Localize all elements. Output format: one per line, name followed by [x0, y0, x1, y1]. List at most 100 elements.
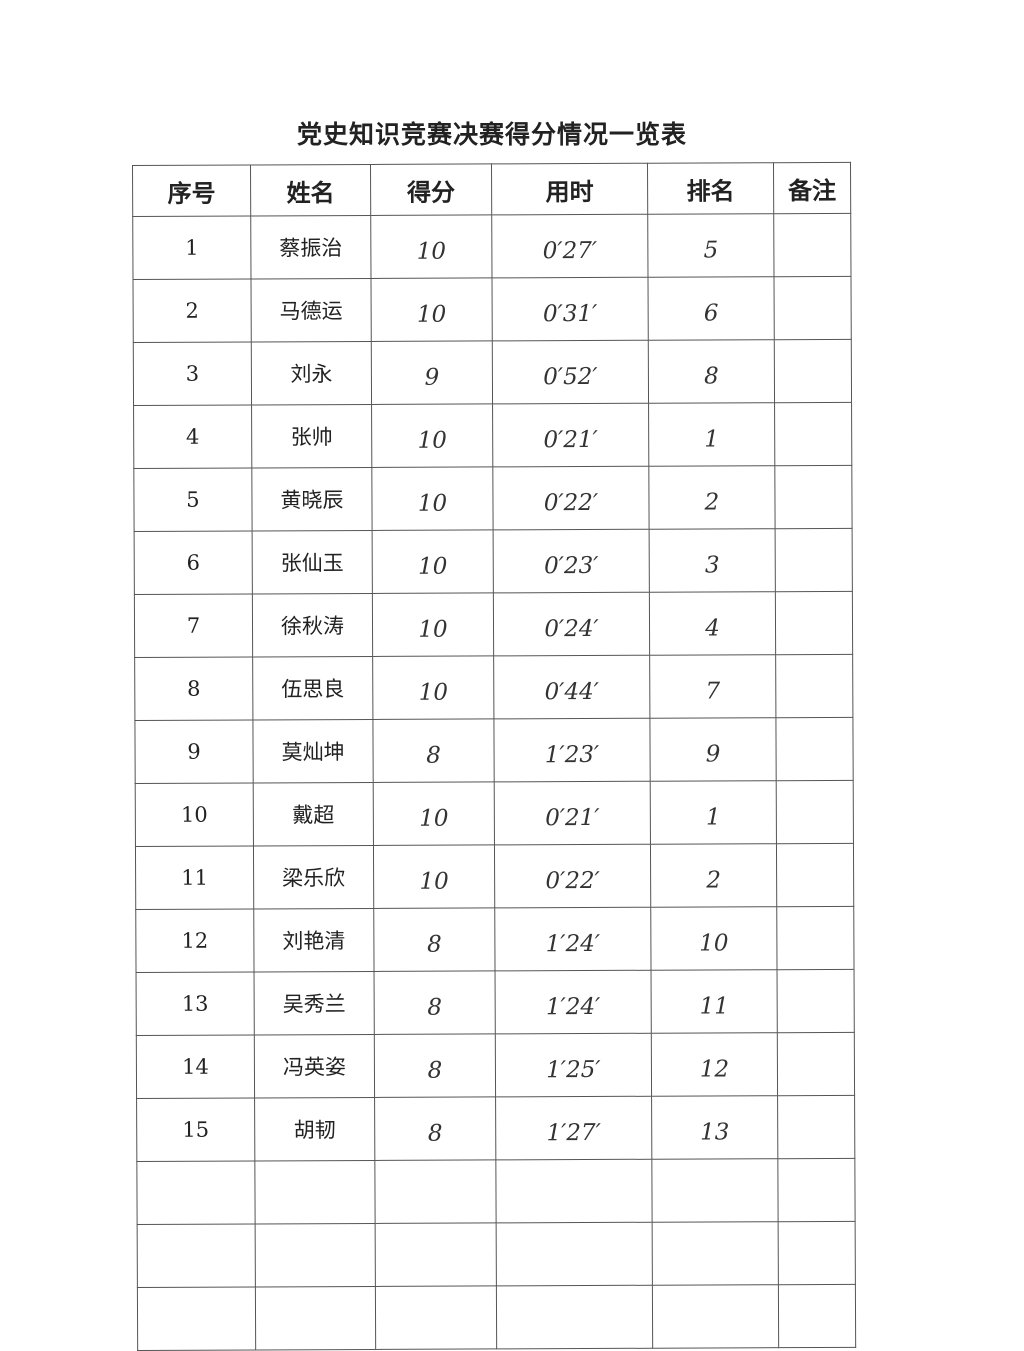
cell-note	[774, 402, 852, 466]
cell-score: 8	[374, 1096, 496, 1161]
cell-rank: 1	[648, 402, 775, 467]
cell-name: 徐秋涛	[252, 593, 373, 657]
cell-rank: 6	[647, 276, 775, 341]
document-title: 党史知识竞赛决赛得分情况一览表	[296, 120, 687, 149]
cell-note	[773, 213, 851, 277]
header-no: 序号	[132, 164, 251, 217]
cell-name: 蔡振治	[250, 215, 371, 279]
cell-no: 2	[132, 278, 252, 343]
score-table: 序号 姓名 得分 用时 排名 备注 1 蔡振治 10 0′27′ 5 2 马德运 10 0′31…	[132, 162, 856, 1351]
cell-no	[137, 1286, 256, 1351]
cell-name	[254, 1160, 376, 1224]
cell-rank: 12	[651, 1032, 778, 1097]
cell-score: 8	[374, 970, 496, 1035]
cell-no: 6	[134, 530, 253, 595]
cell-time: 0′21′	[492, 403, 649, 467]
cell-time	[496, 1285, 653, 1349]
cell-note	[775, 528, 853, 592]
header-note: 备注	[773, 162, 851, 214]
table-row: 13 吴秀兰 8 1′24′ 11	[136, 969, 855, 1036]
cell-time: 1′24′	[494, 907, 652, 971]
cell-rank	[652, 1284, 779, 1349]
cell-time: 1′24′	[495, 970, 652, 1034]
cell-no: 1	[132, 215, 251, 280]
cell-note	[778, 1221, 856, 1285]
cell-time: 0′23′	[493, 529, 650, 593]
cell-time: 0′22′	[494, 844, 651, 908]
cell-time: 0′31′	[491, 277, 649, 341]
cell-name: 伍思良	[252, 656, 373, 720]
cell-time: 0′52′	[492, 340, 649, 404]
cell-note	[776, 843, 854, 907]
cell-no: 3	[133, 341, 252, 406]
cell-name: 吴秀兰	[254, 971, 375, 1035]
cell-score	[374, 1159, 497, 1224]
cell-note	[776, 906, 855, 970]
cell-note	[778, 1284, 856, 1348]
table-row: 10 戴超 10 0′21′ 1	[135, 780, 854, 847]
cell-no	[136, 1160, 256, 1225]
cell-name: 张帅	[251, 404, 372, 468]
cell-rank: 9	[649, 717, 777, 782]
table-row: 1 蔡振治 10 0′27′ 5	[132, 213, 851, 280]
cell-rank: 11	[651, 969, 778, 1034]
cell-time: 1′25′	[495, 1033, 652, 1097]
cell-note	[777, 1158, 856, 1222]
cell-no: 12	[135, 908, 255, 973]
cell-time: 1′23′	[493, 718, 651, 782]
cell-note	[773, 276, 852, 340]
cell-time	[495, 1159, 653, 1223]
cell-no: 11	[135, 845, 254, 910]
table-row: 14 冯英姿 8 1′25′ 12	[136, 1032, 855, 1099]
header-score: 得分	[370, 163, 492, 216]
cell-time	[496, 1222, 653, 1286]
cell-name: 梁乐欣	[253, 845, 374, 909]
table-row: 4 张帅 10 0′21′ 1	[133, 402, 852, 469]
cell-name: 马德运	[250, 278, 372, 342]
cell-rank: 3	[649, 528, 776, 593]
cell-time: 0′27′	[491, 214, 648, 278]
header-name: 姓名	[250, 164, 371, 216]
cell-no	[137, 1223, 256, 1288]
cell-note	[777, 1095, 855, 1159]
cell-score: 9	[371, 340, 493, 405]
cell-rank: 1	[650, 780, 777, 845]
cell-time: 0′24′	[493, 592, 650, 656]
table-row: 5 黄晓辰 10 0′22′ 2	[133, 465, 853, 532]
table-row: 2 马德运 10 0′31′ 6	[132, 276, 852, 343]
cell-score	[375, 1285, 497, 1350]
cell-note	[777, 1032, 855, 1096]
cell-no: 5	[133, 467, 253, 532]
header-rank: 排名	[647, 162, 774, 215]
cell-time: 0′21′	[494, 781, 651, 845]
cell-no: 8	[134, 656, 253, 721]
cell-rank: 7	[649, 654, 776, 719]
cell-name: 黄晓辰	[251, 467, 373, 531]
cell-score: 8	[372, 718, 495, 783]
table-row	[137, 1284, 856, 1351]
cell-score: 10	[370, 277, 493, 342]
cell-score: 10	[373, 781, 495, 846]
header-row: 序号 姓名 得分 用时 排名 备注	[132, 162, 851, 217]
cell-score: 10	[371, 403, 493, 468]
cell-score: 10	[372, 592, 494, 657]
cell-name: 刘艳清	[253, 908, 375, 972]
cell-time: 0′22′	[492, 466, 650, 530]
cell-score: 8	[373, 907, 496, 972]
cell-rank: 10	[650, 906, 778, 971]
cell-no: 10	[135, 782, 254, 847]
cell-no: 14	[136, 1034, 255, 1099]
cell-rank: 2	[648, 465, 776, 530]
table-row: 9 莫灿坤 8 1′23′ 9	[134, 717, 854, 784]
cell-name	[255, 1286, 376, 1350]
cell-score: 8	[374, 1033, 496, 1098]
cell-rank	[651, 1158, 779, 1223]
table-row: 8 伍思良 10 0′44′ 7	[134, 654, 853, 721]
cell-name: 刘永	[251, 341, 372, 405]
cell-name: 张仙玉	[252, 530, 373, 594]
cell-name: 冯英姿	[254, 1034, 375, 1098]
cell-name: 戴超	[253, 782, 374, 846]
table-row	[137, 1221, 856, 1288]
cell-name: 莫灿坤	[252, 719, 374, 783]
cell-score: 10	[372, 529, 494, 594]
